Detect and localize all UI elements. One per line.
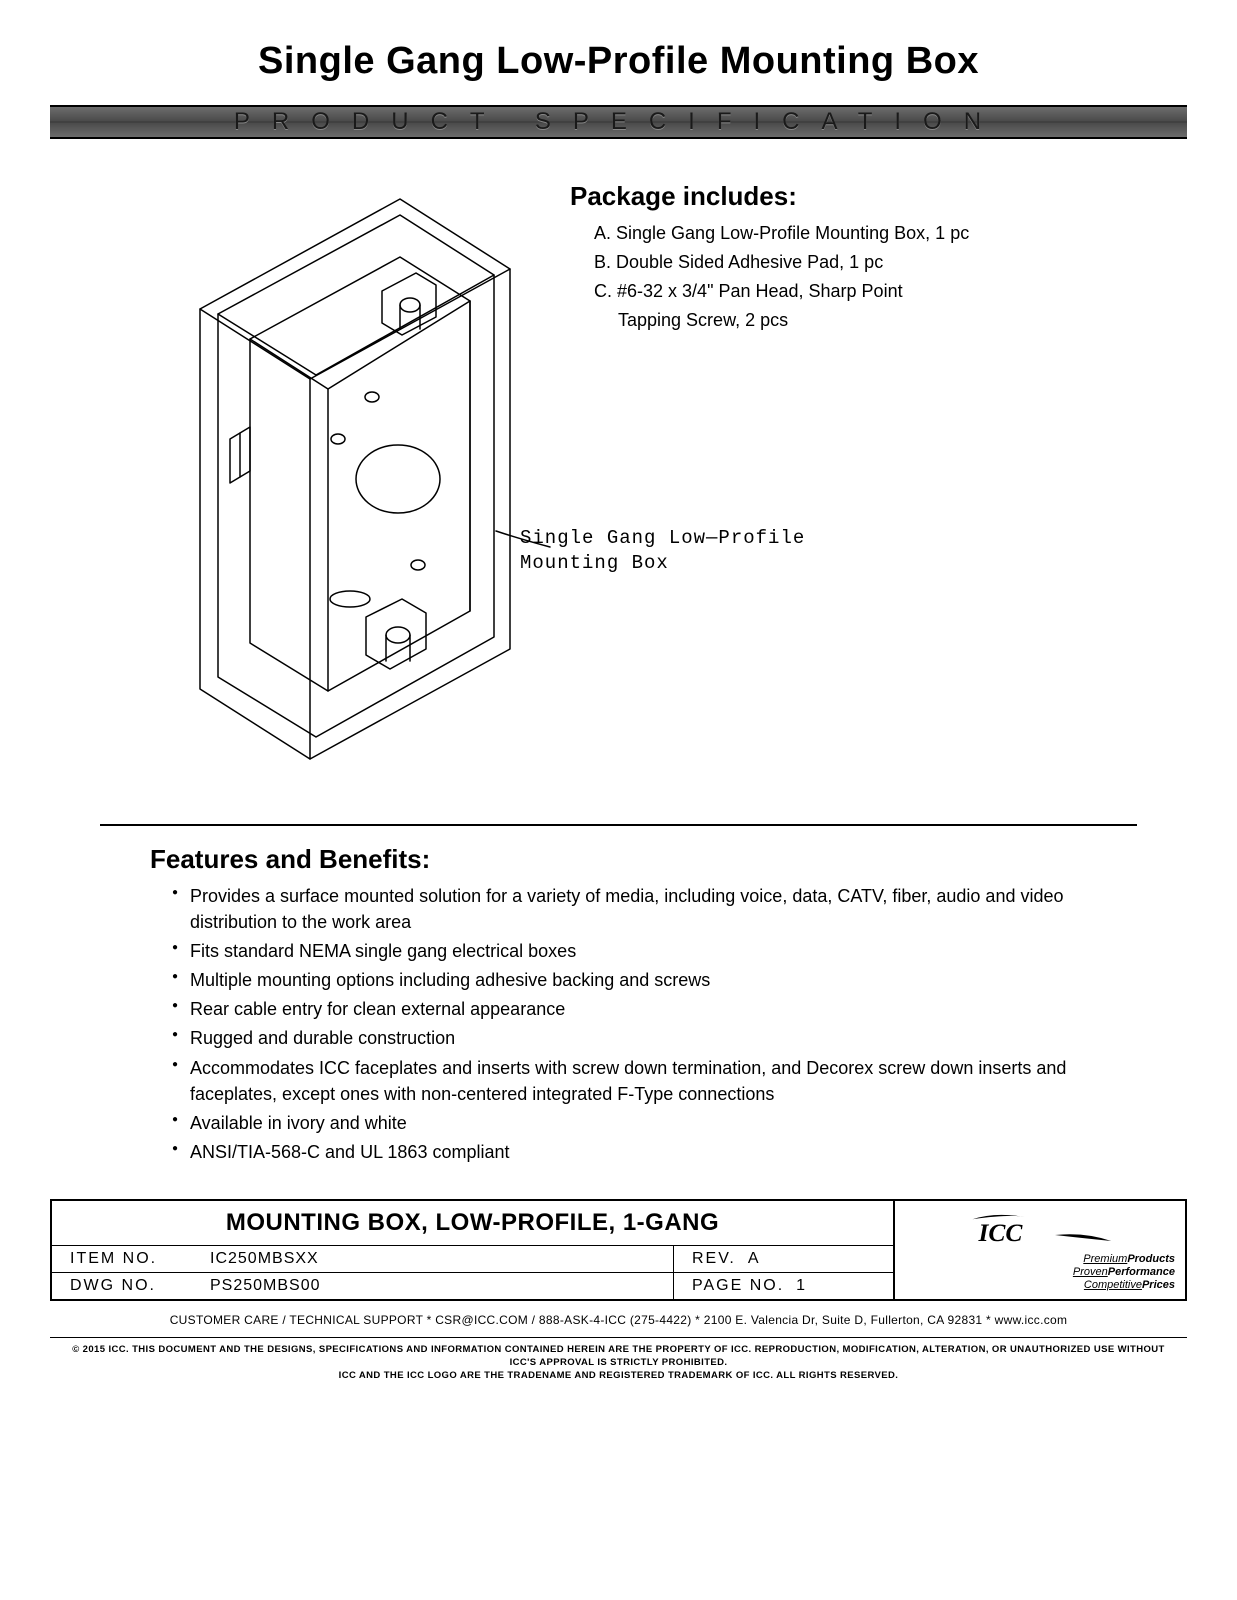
tagline: Competitive [1084, 1279, 1142, 1291]
drawing-column [140, 179, 560, 794]
package-heading: Package includes: [570, 181, 1127, 212]
tagline: Prices [1142, 1279, 1175, 1291]
section-divider [100, 824, 1137, 826]
product-line-drawing [140, 179, 560, 789]
package-item: C. #6-32 x 3/4" Pan Head, Sharp Point [594, 278, 1127, 305]
spec-band-text: PRODUCT SPECIFICATION [234, 108, 1003, 136]
tagline: Proven [1073, 1266, 1108, 1278]
title-block-product: MOUNTING BOX, LOW-PROFILE, 1-GANG [52, 1201, 893, 1246]
dwg-no-label: DWG NO. [52, 1273, 192, 1299]
package-item-cont: Tapping Screw, 2 pcs [594, 307, 1127, 334]
footer-contact: CUSTOMER CARE / TECHNICAL SUPPORT * CSR@… [50, 1311, 1187, 1338]
dwg-no-value: PS250MBS00 [192, 1273, 673, 1299]
svg-text:ICC: ICC [978, 1218, 1024, 1247]
tagline: Premium [1083, 1253, 1127, 1265]
title-block-row-item: ITEM NO. IC250MBSXX REV. A [52, 1246, 893, 1272]
item-no-value: IC250MBSXX [192, 1246, 673, 1272]
rev-cell: REV. A [673, 1246, 893, 1272]
feature-item: Fits standard NEMA single gang electrica… [172, 938, 1107, 964]
feature-item: Provides a surface mounted solution for … [172, 883, 1107, 935]
package-list: A. Single Gang Low-Profile Mounting Box,… [570, 220, 1127, 334]
features-list: Provides a surface mounted solution for … [150, 883, 1107, 1165]
footer-legal: © 2015 ICC. THIS DOCUMENT AND THE DESIGN… [50, 1344, 1187, 1382]
title-block: MOUNTING BOX, LOW-PROFILE, 1-GANG ITEM N… [50, 1199, 1187, 1301]
title-block-row-dwg: DWG NO. PS250MBS00 PAGE NO. 1 [52, 1272, 893, 1299]
item-no-label: ITEM NO. [52, 1246, 192, 1272]
tagline: Performance [1108, 1266, 1175, 1278]
callout-line1: Single Gang Low—Profile [520, 527, 805, 549]
rev-value: A [748, 1250, 759, 1268]
page-label: PAGE NO. [692, 1277, 784, 1295]
legal-line-2: ICC AND THE ICC LOGO ARE THE TRADENAME A… [339, 1370, 899, 1381]
package-item: A. Single Gang Low-Profile Mounting Box,… [594, 220, 1127, 247]
package-column: Package includes: A. Single Gang Low-Pro… [570, 179, 1127, 794]
feature-item: Multiple mounting options including adhe… [172, 967, 1107, 993]
tagline: Products [1127, 1253, 1175, 1265]
feature-item: ANSI/TIA-568-C and UL 1863 compliant [172, 1139, 1107, 1165]
features-heading: Features and Benefits: [150, 844, 1107, 875]
package-item: B. Double Sided Adhesive Pad, 1 pc [594, 249, 1127, 276]
document-title: Single Gang Low-Profile Mounting Box [50, 40, 1187, 83]
rev-label: REV. [692, 1250, 736, 1268]
title-block-right: ICC PremiumProducts ProvenPerformance Co… [895, 1201, 1185, 1299]
feature-item: Accommodates ICC faceplates and inserts … [172, 1055, 1107, 1107]
page-value: 1 [796, 1277, 805, 1295]
features-block: Features and Benefits: Provides a surfac… [50, 844, 1187, 1165]
legal-line-1: © 2015 ICC. THIS DOCUMENT AND THE DESIGN… [72, 1344, 1165, 1368]
logo-taglines: PremiumProducts ProvenPerformance Compet… [905, 1253, 1175, 1293]
spec-band: PRODUCT SPECIFICATION [50, 105, 1187, 139]
icc-logo: ICC [965, 1208, 1115, 1253]
feature-item: Rugged and durable construction [172, 1025, 1107, 1051]
feature-item: Available in ivory and white [172, 1110, 1107, 1136]
drawing-callout: Single Gang Low—Profile Mounting Box [520, 526, 1127, 575]
main-content-row: Package includes: A. Single Gang Low-Pro… [50, 179, 1187, 794]
feature-item: Rear cable entry for clean external appe… [172, 996, 1107, 1022]
callout-line2: Mounting Box [520, 552, 669, 574]
page-cell: PAGE NO. 1 [673, 1273, 893, 1299]
title-block-left: MOUNTING BOX, LOW-PROFILE, 1-GANG ITEM N… [52, 1201, 895, 1299]
